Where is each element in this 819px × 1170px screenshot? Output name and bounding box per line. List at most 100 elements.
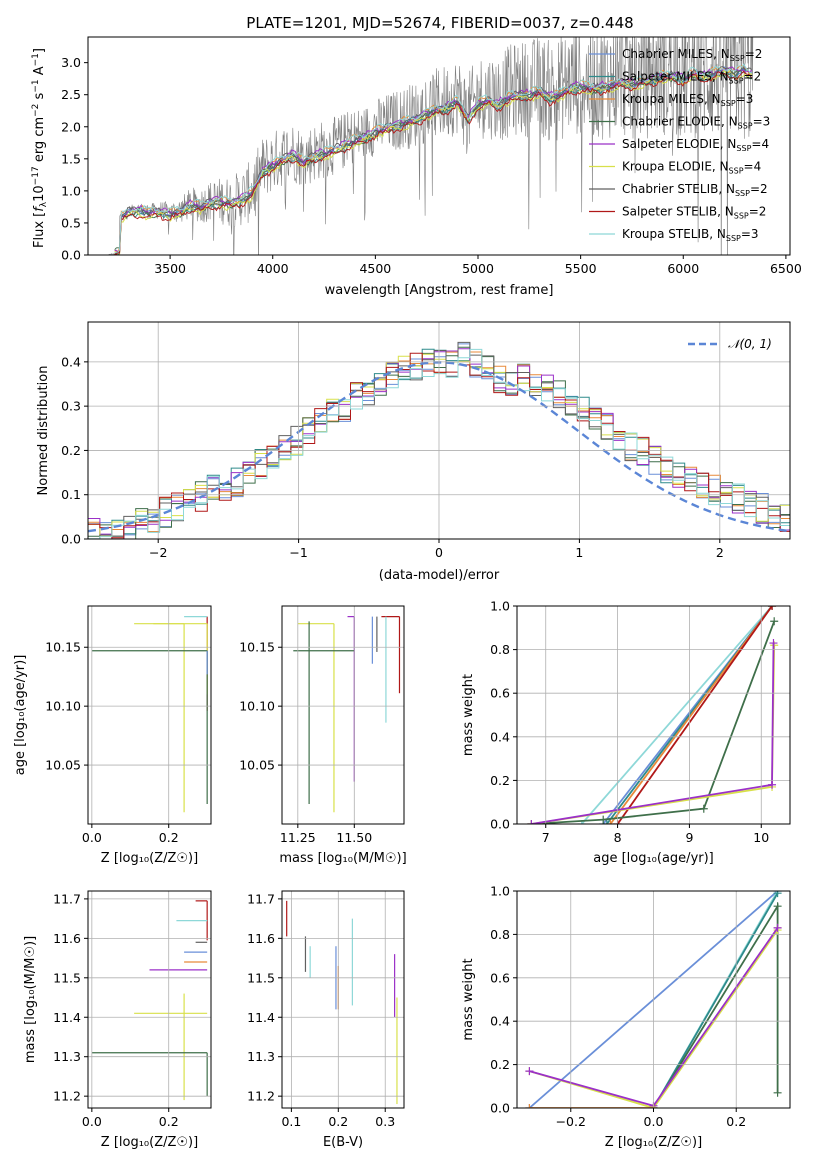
legend-name: Kroupa ELODIE, N xyxy=(622,160,729,174)
y-tick-label: 1.0 xyxy=(490,599,510,614)
legend-name: Kroupa STELIB, N xyxy=(622,227,726,241)
x-tick-label: 3500 xyxy=(154,261,186,276)
y-tick-label: 0.1 xyxy=(61,487,81,502)
model-line-salpeter-stelib xyxy=(114,70,753,255)
x-tick-label: 0 xyxy=(435,545,443,560)
weight-marker xyxy=(606,820,615,824)
x-tick-label: 4500 xyxy=(359,261,391,276)
y-axis-label-part: −17 xyxy=(31,166,41,185)
y-tick-label: 3.0 xyxy=(61,55,81,70)
y-tick-label: 11.5 xyxy=(247,970,275,985)
x-tick-label: 0.0 xyxy=(82,830,102,845)
y-tick-label: 0.0 xyxy=(490,817,510,832)
legend-sub: SSP xyxy=(738,122,753,131)
legend-entry: Chabrier MILES, NSSP=2 xyxy=(622,47,762,63)
y-tick-label: 0.0 xyxy=(61,532,81,547)
y-tick-label: 0.0 xyxy=(490,1101,510,1116)
y-tick-label: 0.4 xyxy=(490,1014,510,1029)
legend-value: =4 xyxy=(744,160,762,174)
legend-value: =2 xyxy=(749,205,767,219)
y-axis-label: mass weight xyxy=(461,674,476,756)
weight-marker xyxy=(699,804,708,813)
y-axis-label: Flux [fλ10−17 erg cm−2 s−1 A−1] xyxy=(31,48,49,248)
weight-marker xyxy=(773,923,782,932)
y-tick-label: 11.5 xyxy=(53,970,81,985)
weight-vs-age-panel: 7 8 9 10 0.0 0.2 0.4 0.6 0.8 1.0 age [log₁₀(age/yr… xyxy=(461,599,791,866)
x-tick-label: 0.0 xyxy=(82,1114,102,1129)
y-tick-label: 11.2 xyxy=(53,1089,81,1104)
y-tick-label: 10.10 xyxy=(239,699,275,714)
x-tick-label: 5500 xyxy=(565,261,597,276)
y-tick-label: 11.6 xyxy=(53,931,81,946)
x-tick-label: 11.50 xyxy=(336,830,372,845)
plot-area xyxy=(91,900,208,1101)
y-axis-label-part: −1 xyxy=(31,79,41,92)
y-axis-label-part: f xyxy=(32,205,47,212)
y-axis-label: mass [log₁₀(M/M☉)] xyxy=(23,936,38,1063)
x-tick-label: 6500 xyxy=(770,261,802,276)
plot-area xyxy=(286,900,398,1105)
x-tick-label: 1 xyxy=(575,545,583,560)
weight-line-7 xyxy=(531,643,775,824)
plot-area xyxy=(527,606,779,824)
y-axis-label: mass weight xyxy=(461,958,476,1040)
legend-sub: SSP xyxy=(730,54,745,63)
chart-title: PLATE=1201, MJD=52674, FIBERID=0037, z=0… xyxy=(246,14,633,32)
age-vs-z-panel: 0.0 0.2 10.05 10.10 10.15 Z [log₁₀(Z/Z☉)] age … xyxy=(13,605,212,866)
weight-marker xyxy=(768,606,777,610)
legend-value: =2 xyxy=(745,47,763,61)
weight-marker xyxy=(599,815,608,824)
x-axis-label: Z [log₁₀(Z/Z☉)] xyxy=(605,1135,702,1150)
x-tick-label: −2 xyxy=(149,545,167,560)
weight-marker xyxy=(769,639,778,648)
x-axis-label: wavelength [Angstrom, rest frame] xyxy=(325,283,554,298)
weight-marker xyxy=(773,902,782,911)
legend-entry: Salpeter ELODIE, NSSP=4 xyxy=(622,137,769,153)
axes-frame xyxy=(87,36,791,256)
y-tick-label: 1.5 xyxy=(61,151,81,166)
y-tick-label: 0.6 xyxy=(490,970,510,985)
weight-marker xyxy=(525,1104,534,1108)
y-tick-label: 0.0 xyxy=(61,248,81,263)
y-axis-label-part: −2 xyxy=(31,104,41,117)
legend-sub: SSP xyxy=(734,212,749,221)
y-tick-label: 1.0 xyxy=(490,884,510,899)
y-tick-label: 0.6 xyxy=(490,686,510,701)
y-tick-label: 11.3 xyxy=(53,1049,81,1064)
weight-line-5 xyxy=(531,620,776,824)
y-tick-label: 0.3 xyxy=(61,399,81,414)
residual-histogram-panel: −2 −1 0 1 2 0.0 0.1 0.2 0.3 0.4 (data-model)/error… xyxy=(36,321,791,583)
legend-entry: Kroupa ELODIE, NSSP=4 xyxy=(622,160,761,176)
y-tick-label: 10.05 xyxy=(45,758,81,773)
model-line-chabrier-stelib xyxy=(114,66,753,255)
x-axis-label: mass [log₁₀(M/M☉)] xyxy=(279,851,406,866)
x-axis-label: age [log₁₀(age/yr)] xyxy=(593,851,714,866)
x-axis-label: E(B-V) xyxy=(323,1135,363,1150)
spectrum-panel: PLATE=1201, MJD=52674, FIBERID=0037, z=0… xyxy=(31,14,802,298)
legend-value: =3 xyxy=(741,227,759,241)
x-tick-label: 0.2 xyxy=(159,830,179,845)
weight-marker xyxy=(525,1067,534,1076)
y-tick-label: 2.0 xyxy=(61,119,81,134)
weight-line-6 xyxy=(531,645,776,824)
y-tick-label: 0.2 xyxy=(61,443,81,458)
mass-vs-z-panel: 0.0 0.2 11.2 11.3 11.4 11.5 11.6 11.7 Z [log₁₀(Z… xyxy=(23,890,212,1150)
y-tick-label: 11.4 xyxy=(53,1010,81,1025)
weight-marker xyxy=(768,780,777,789)
x-tick-label: 0.3 xyxy=(375,1114,395,1129)
legend-entry: Kroupa MILES, NSSP=3 xyxy=(622,92,753,108)
legend-entry: Chabrier ELODIE, NSSP=3 xyxy=(622,115,770,131)
y-tick-label: 11.2 xyxy=(247,1089,275,1104)
axes-frame xyxy=(87,321,791,540)
legend-name: Chabrier MILES, N xyxy=(622,47,730,61)
legend-value: =4 xyxy=(751,137,769,151)
x-axis-label: (data-model)/error xyxy=(379,568,500,583)
legend-sub: SSP xyxy=(729,167,744,176)
weight-line-3 xyxy=(609,606,773,824)
legend-sub: SSP xyxy=(729,77,744,86)
weight-line-2 xyxy=(652,892,779,1108)
y-tick-label: 0.8 xyxy=(490,927,510,942)
axes-frame xyxy=(516,890,791,1109)
weight-marker xyxy=(773,891,782,898)
